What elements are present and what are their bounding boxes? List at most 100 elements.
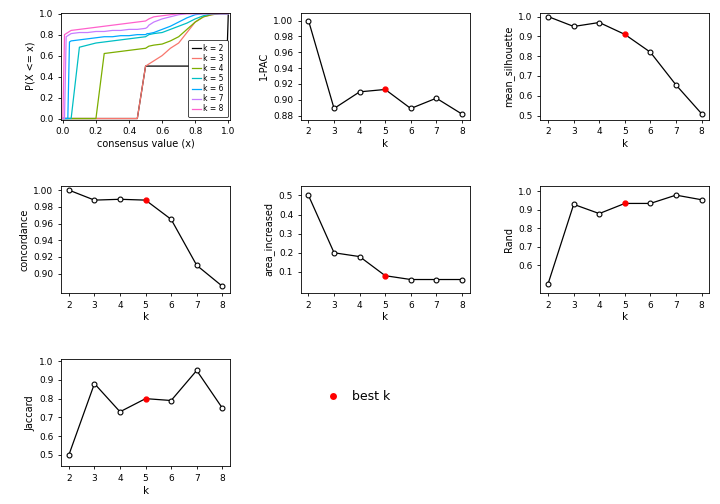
k = 6 [143,31,151,37]
k = 8 [222,11,231,17]
k = 4 [60,115,69,121]
k = 5 [141,34,150,40]
k = 3 [133,115,142,121]
k = 7 [108,27,117,33]
k = 3 [67,115,76,121]
k = 8 [183,11,192,17]
k = 7 [158,16,166,22]
k = 6 [166,23,175,29]
k = 8 [133,19,142,25]
k = 6 [141,32,150,38]
k = 6 [75,37,84,43]
Line: k = 7: k = 7 [63,14,228,118]
k = 4 [91,115,100,121]
k = 2 [125,115,133,121]
k = 7 [183,11,192,17]
k = 7 [216,11,225,17]
k = 4 [222,11,231,17]
k = 2 [216,63,225,69]
k = 3 [62,115,71,121]
k = 6 [63,115,72,121]
k = 3 [75,115,84,121]
k = 2 [100,115,109,121]
k = 8 [145,16,153,22]
Legend: best k: best k [315,385,395,408]
k = 4 [100,50,109,56]
k = 3 [125,115,133,121]
k = 6 [145,31,153,37]
k = 2 [183,63,192,69]
k = 6 [58,115,67,121]
k = 8 [141,18,150,24]
k = 6 [150,30,158,36]
k = 8 [100,23,109,29]
k = 2 [174,63,183,69]
Y-axis label: 1-PAC: 1-PAC [259,52,269,80]
k = 3 [58,115,67,121]
k = 2 [63,115,72,121]
k = 7 [166,14,175,20]
Y-axis label: P(X <= x): P(X <= x) [25,42,35,90]
k = 6 [62,115,71,121]
k = 5 [125,36,133,42]
X-axis label: consensus value (x): consensus value (x) [96,139,194,149]
k = 5 [58,115,67,121]
k = 6 [207,11,216,17]
k = 5 [183,20,192,26]
k = 5 [133,35,142,41]
k = 6 [199,11,208,17]
k = 8 [75,26,84,32]
k = 6 [191,12,199,18]
k = 4 [62,115,71,121]
k = 6 [60,115,69,121]
k = 4 [174,34,183,40]
k = 3 [222,11,231,17]
k = 4 [63,115,72,121]
k = 4 [150,42,158,48]
Y-axis label: mean_silhouette: mean_silhouette [503,25,514,107]
k = 6 [183,15,192,21]
k = 8 [63,30,72,36]
k = 3 [216,11,225,17]
Y-axis label: concordance: concordance [19,208,30,271]
k = 2 [65,115,73,121]
k = 2 [143,63,151,69]
k = 3 [65,115,73,121]
k = 5 [67,115,76,121]
k = 2 [62,115,71,121]
k = 4 [145,43,153,49]
X-axis label: k: k [622,139,628,149]
k = 8 [84,25,92,31]
k = 3 [141,63,150,69]
k = 4 [183,26,192,32]
k = 4 [166,38,175,44]
k = 4 [67,115,76,121]
k = 8 [158,13,166,19]
k = 6 [67,38,76,44]
X-axis label: k: k [622,312,628,322]
k = 5 [222,11,231,17]
k = 5 [65,115,73,121]
k = 3 [63,115,72,121]
k = 2 [145,63,153,69]
k = 6 [84,36,92,42]
X-axis label: k: k [143,312,148,322]
k = 2 [108,115,117,121]
Line: k = 5: k = 5 [63,14,228,118]
k = 2 [224,11,233,17]
k = 2 [84,115,92,121]
k = 4 [191,19,199,25]
k = 6 [91,35,100,41]
k = 8 [224,11,233,17]
Line: k = 4: k = 4 [63,14,228,118]
Y-axis label: Rand: Rand [504,227,514,252]
k = 5 [174,23,183,29]
k = 5 [158,30,166,36]
Y-axis label: Jaccard: Jaccard [25,395,35,430]
k = 6 [65,39,73,45]
k = 6 [117,33,125,39]
k = 2 [207,63,216,69]
k = 5 [84,42,92,48]
k = 6 [100,34,109,40]
k = 4 [207,12,216,18]
